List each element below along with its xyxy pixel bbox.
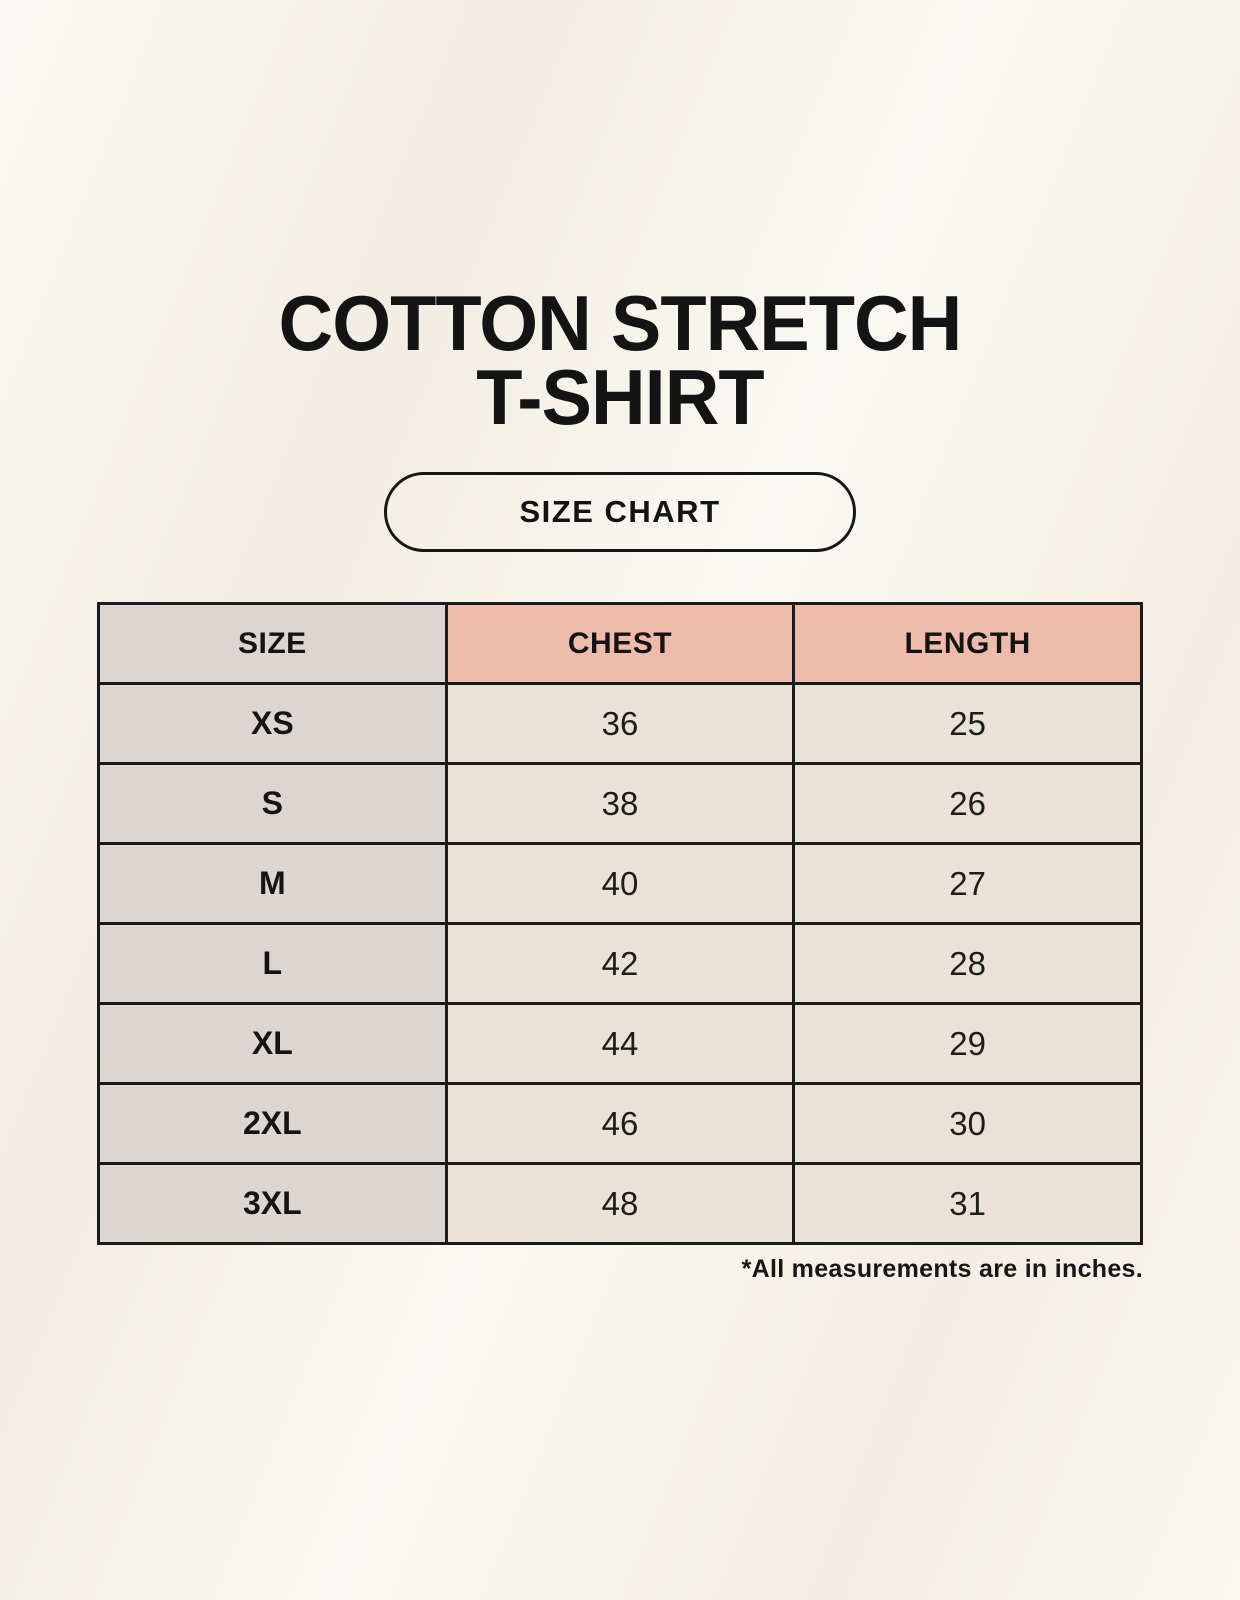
table-header-row: SIZE CHEST LENGTH <box>97 602 1143 686</box>
chest-cell: 46 <box>444 1082 796 1166</box>
size-cell: 2XL <box>97 1082 448 1166</box>
column-header-size: SIZE <box>97 602 448 686</box>
length-cell: 29 <box>792 1002 1143 1086</box>
table-row: S 38 26 <box>97 762 1143 846</box>
chest-cell: 40 <box>444 842 796 926</box>
table-row: XS 36 25 <box>97 682 1143 766</box>
size-chart-badge: SIZE CHART <box>384 472 856 553</box>
size-cell: M <box>97 842 448 926</box>
size-cell: XL <box>97 1002 448 1086</box>
size-cell: L <box>97 922 448 1006</box>
table-row: L 42 28 <box>97 922 1143 1006</box>
page-title: COTTON STRETCH T-SHIRT <box>278 279 963 442</box>
measurements-footnote: *All measurements are in inches. <box>741 1255 1143 1284</box>
table-row: 2XL 46 30 <box>97 1082 1143 1166</box>
length-cell: 26 <box>792 762 1143 846</box>
size-cell: XS <box>97 682 448 766</box>
size-cell: S <box>97 762 448 846</box>
page-title-line-2: T-SHIRT <box>476 353 764 442</box>
length-cell: 27 <box>792 842 1143 926</box>
table-row: 3XL 48 31 <box>97 1162 1143 1246</box>
page-title-line-1: COTTON STRETCH <box>278 279 963 367</box>
chest-cell: 38 <box>444 762 796 846</box>
chest-cell: 36 <box>444 682 796 766</box>
length-cell: 30 <box>792 1082 1143 1166</box>
length-cell: 28 <box>792 922 1143 1006</box>
size-chart-badge-label: SIZE CHART <box>519 494 721 530</box>
table-row: XL 44 29 <box>97 1002 1143 1086</box>
column-header-chest: CHEST <box>444 602 796 686</box>
chest-cell: 42 <box>444 922 796 1006</box>
table-header: SIZE CHEST LENGTH <box>97 602 1143 686</box>
length-cell: 31 <box>792 1162 1143 1246</box>
column-header-length: LENGTH <box>792 602 1143 686</box>
size-chart-table-body: XS 36 25 S 38 26 M 40 27 L 42 28 XL 44 29 2XL 46 30 3XL 48 3… <box>97 682 1143 1246</box>
size-chart-table: SIZE CHEST LENGTH XS 36 25 S 38 26 M 40 27 L 42 28 X… <box>97 602 1143 1246</box>
chest-cell: 48 <box>444 1162 796 1246</box>
table-row: M 40 27 <box>97 842 1143 926</box>
chest-cell: 44 <box>444 1002 796 1086</box>
length-cell: 25 <box>792 682 1143 766</box>
size-cell: 3XL <box>97 1162 448 1246</box>
